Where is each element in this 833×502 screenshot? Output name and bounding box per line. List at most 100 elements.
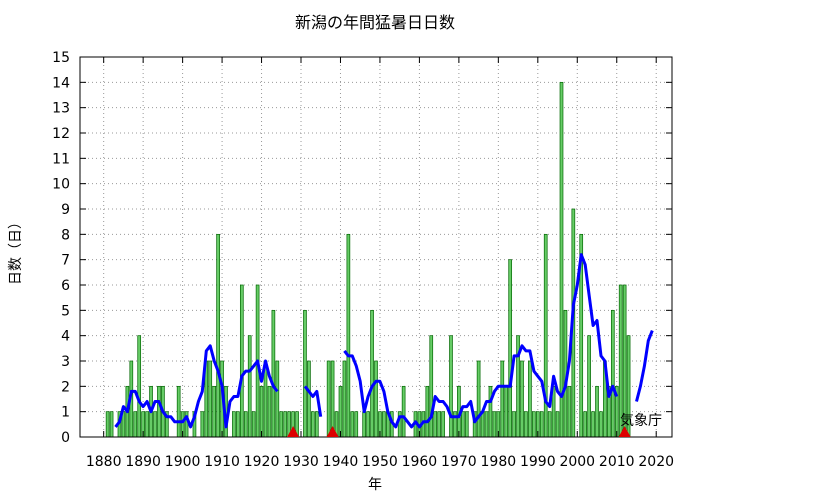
bar [587,335,591,438]
bar [133,411,138,438]
bar [374,360,378,438]
bar [307,360,311,438]
bar [346,233,351,438]
y-tick-label: 3 [61,354,70,370]
trend-line [343,253,619,429]
bar [433,411,438,438]
x-tick-label: 1890 [125,454,161,470]
bar [275,360,280,438]
bar [484,411,489,438]
bar [610,309,615,438]
bar [216,233,220,438]
bar [382,411,386,438]
bar [500,360,505,438]
bar [303,309,307,438]
bar [583,411,587,438]
y-tick-label: 8 [61,227,70,243]
bar [555,411,560,438]
bar [236,411,240,438]
x-tick-label: 2010 [599,454,635,470]
y-tick-label: 13 [52,101,70,117]
bar [157,385,161,438]
bar [559,81,564,438]
bar [326,360,331,438]
y-tick-label: 14 [52,75,70,91]
bar [464,411,469,438]
bar [595,385,599,438]
relocation-marker [618,426,631,437]
markers-layer [287,426,631,437]
x-tick-label: 2020 [638,454,674,470]
x-tick-label: 1960 [402,454,438,470]
y-tick-label: 1 [61,405,70,421]
y-tick-label: 2 [61,379,70,395]
y-tick-label: 12 [52,126,70,142]
y-tick-label: 10 [52,177,70,193]
y-tick-label: 4 [61,329,70,345]
bar [259,385,264,438]
bar [342,360,347,438]
bar [176,385,181,438]
bar [145,411,149,438]
bar [137,335,142,438]
bar [283,411,288,438]
bar [370,309,374,438]
x-tick-label: 1950 [362,454,398,470]
bar [508,259,513,438]
bar [476,360,481,438]
bar [425,385,430,438]
x-tick-label: 1930 [283,454,319,470]
bar [311,411,315,438]
trend-line [303,385,323,417]
bar [350,411,355,438]
bar [247,335,252,438]
bar [271,309,276,438]
bar [492,411,497,438]
bar [279,411,284,438]
relocation-marker [287,426,300,437]
grid-layer [80,57,672,437]
bar [599,411,603,438]
x-tick-label: 1990 [520,454,556,470]
bar [524,411,528,438]
x-tick-label: 1940 [323,454,359,470]
bar [208,360,213,438]
x-tick-label: 1900 [165,454,201,470]
bar [437,411,441,438]
y-tick-label: 6 [61,278,70,294]
bar [449,335,453,438]
x-tick-label: 2000 [559,454,595,470]
bar [480,411,485,438]
bar [314,411,319,438]
relocation-marker [326,426,339,437]
bar [504,385,509,438]
bar [512,411,516,438]
bar [109,411,114,438]
x-tick-label: 1980 [481,454,517,470]
bar [488,385,493,438]
x-tick-label: 1880 [86,454,122,470]
bar [362,411,366,438]
bar [212,385,217,438]
bar [239,284,244,438]
bar [520,360,524,438]
y-tick-label: 15 [52,50,70,66]
y-tick-label: 7 [61,253,70,269]
bar [528,360,532,438]
bar [153,411,157,438]
x-tick-label: 1920 [244,454,280,470]
bar [232,411,236,438]
bar [543,233,548,438]
trend-line [114,344,279,429]
y-tick-label: 5 [61,303,70,319]
bar [267,385,272,438]
x-tick-label: 1910 [204,454,240,470]
bar [532,411,536,438]
bar [539,411,544,438]
bar [429,335,434,438]
plot-frame [79,56,673,438]
y-axis-label: 日数（日） [8,215,24,285]
